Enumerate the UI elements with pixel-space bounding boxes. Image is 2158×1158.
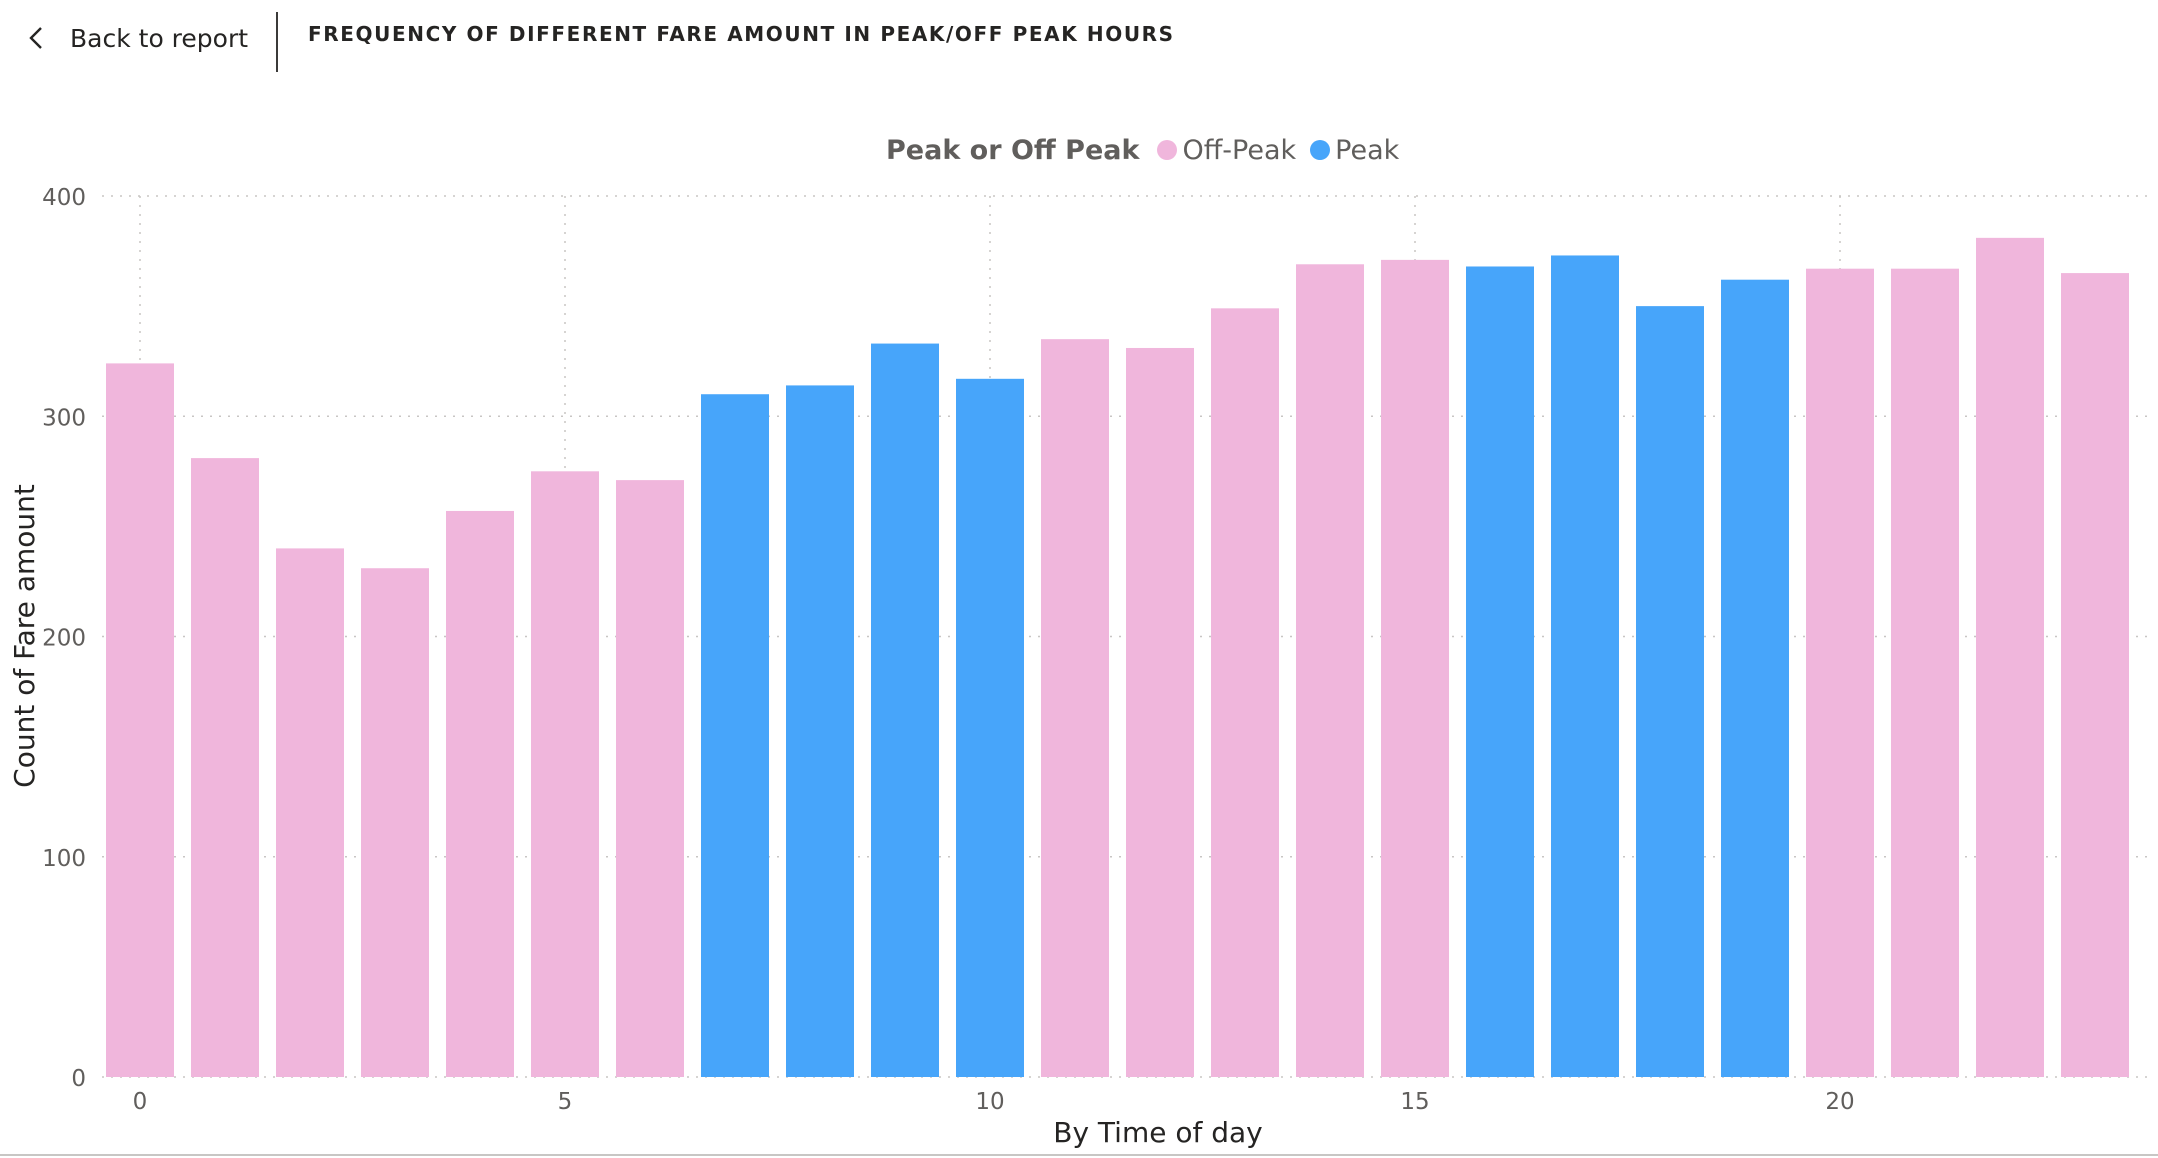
top-bar: Back to report FREQUENCY OF DIFFERENT FA… — [0, 0, 2158, 80]
bar-hour-3 — [361, 568, 429, 1077]
y-tick-label: 100 — [42, 846, 86, 872]
bar-hour-15 — [1381, 259, 1449, 1077]
y-tick-label: 0 — [71, 1066, 86, 1092]
legend-label-off-peak: Off-Peak — [1182, 134, 1297, 166]
legend-item-peak[interactable]: Peak — [1310, 135, 1399, 166]
bar-hour-4 — [446, 510, 514, 1077]
x-tick-label: 0 — [133, 1089, 148, 1115]
bar-hour-19 — [1721, 279, 1789, 1077]
bar-hour-8 — [786, 385, 854, 1077]
y-axis-title: Count of Fare amount — [8, 484, 41, 788]
bar-hour-10 — [956, 378, 1024, 1077]
legend-label-peak: Peak — [1335, 134, 1400, 166]
chevron-left-icon — [28, 25, 44, 51]
y-tick-label: 300 — [42, 405, 86, 431]
bar-hour-12 — [1126, 347, 1194, 1077]
header-divider — [276, 12, 278, 72]
bar-hour-13 — [1211, 308, 1279, 1077]
bar-hour-7 — [701, 394, 769, 1078]
y-tick-label: 400 — [42, 185, 86, 211]
bar-hour-2 — [276, 548, 344, 1077]
visual-title: FREQUENCY OF DIFFERENT FARE AMOUNT IN PE… — [308, 22, 1175, 46]
bar-hour-0 — [106, 363, 174, 1077]
bar-hour-20 — [1806, 268, 1874, 1077]
back-label: Back to report — [70, 23, 249, 53]
back-to-report-button[interactable]: Back to report — [28, 18, 248, 58]
bar-hour-5 — [531, 471, 599, 1077]
bar-hour-18 — [1636, 306, 1704, 1077]
bar-hour-6 — [616, 480, 684, 1077]
bar-hour-1 — [191, 458, 259, 1077]
x-tick-label: 20 — [1825, 1089, 1854, 1115]
bar-hour-14 — [1296, 264, 1364, 1078]
legend-dot-peak — [1310, 140, 1331, 160]
legend-dot-off-peak — [1157, 140, 1178, 160]
x-tick-label: 10 — [975, 1089, 1004, 1115]
bar-hour-23 — [2061, 273, 2129, 1077]
x-tick-label: 15 — [1400, 1089, 1429, 1115]
legend-item-off-peak[interactable]: Off-Peak — [1157, 135, 1296, 166]
bar-hour-17 — [1551, 255, 1619, 1077]
legend-title: Peak or Off Peak — [886, 134, 1140, 166]
x-tick-label: 5 — [558, 1089, 573, 1115]
x-axis-title: By Time of day — [1053, 1116, 1263, 1149]
y-tick-label: 200 — [42, 626, 86, 652]
bottom-border — [0, 1154, 2158, 1156]
bar-hour-9 — [871, 343, 939, 1077]
legend: Peak or Off Peak Off-Peak Peak — [886, 130, 1413, 170]
bar-hour-16 — [1466, 266, 1534, 1078]
bar-hour-11 — [1041, 339, 1109, 1078]
bar-hour-22 — [1976, 237, 2044, 1077]
bar-hour-21 — [1891, 268, 1959, 1077]
